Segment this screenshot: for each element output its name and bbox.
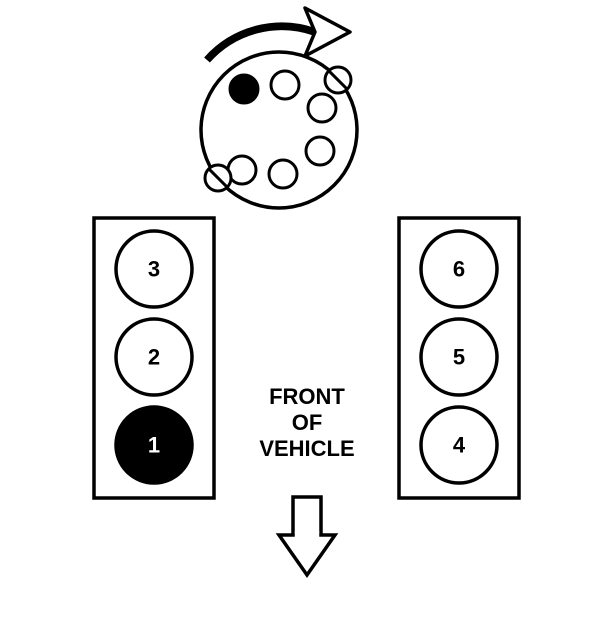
distributor-terminal-5 xyxy=(269,160,297,188)
front-label-line-1: OF xyxy=(292,410,323,435)
cylinder-2: 2 xyxy=(116,319,192,395)
down-arrow-icon xyxy=(279,497,335,575)
front-label-line-2: VEHICLE xyxy=(259,436,354,461)
distributor-terminal-2 xyxy=(271,71,299,99)
front-of-vehicle-label: FRONTOFVEHICLE xyxy=(259,384,354,461)
cylinder-label-2: 2 xyxy=(148,345,160,370)
distributor-terminal-3 xyxy=(308,94,336,122)
cylinder-bank-left: 3 2 1 xyxy=(94,218,214,498)
cylinder-label-3: 3 xyxy=(148,257,160,282)
distributor-screw-2 xyxy=(205,165,231,191)
cylinder-bank-right: 6 5 4 xyxy=(399,218,519,498)
cylinder-6: 6 xyxy=(421,231,497,307)
cylinder-5: 5 xyxy=(421,319,497,395)
firing-order-diagram: 3 2 1 6 5 4 FRONTOFVEHICLE xyxy=(0,0,608,622)
cylinder-4: 4 xyxy=(421,407,497,483)
distributor-screw-1 xyxy=(325,67,351,93)
front-label-line-0: FRONT xyxy=(269,384,345,409)
distributor-terminal-4 xyxy=(306,137,334,165)
cylinder-label-4: 4 xyxy=(453,433,466,458)
cylinder-label-1: 1 xyxy=(148,433,160,458)
cylinder-label-6: 6 xyxy=(453,257,465,282)
cylinder-3: 3 xyxy=(116,231,192,307)
cylinder-label-5: 5 xyxy=(453,345,465,370)
cylinder-1: 1 xyxy=(116,407,192,483)
distributor-cap xyxy=(201,52,357,208)
distributor-terminal-1 xyxy=(230,75,258,103)
